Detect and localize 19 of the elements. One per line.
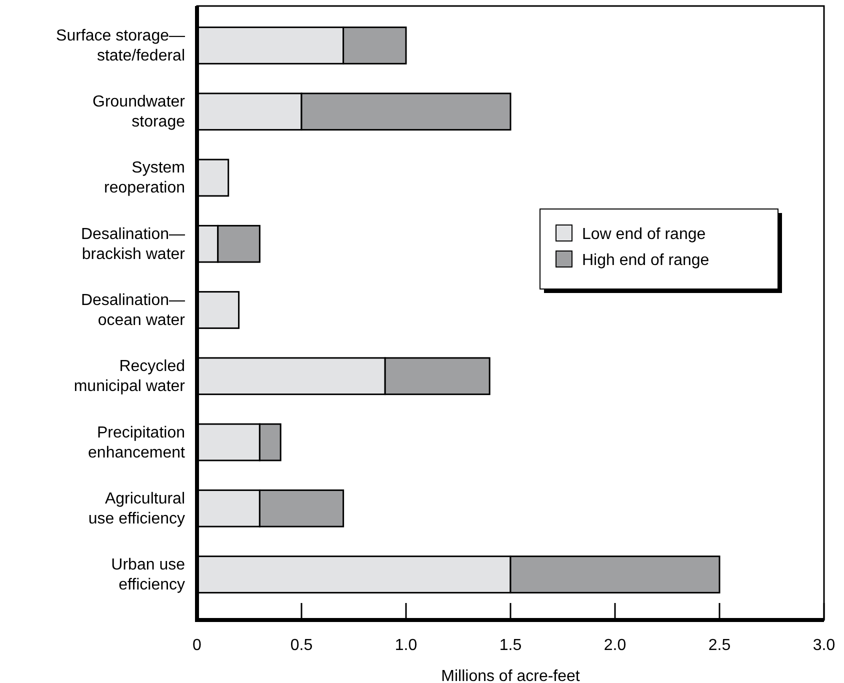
y-tick-label: Surface storage— state/federal	[56, 27, 185, 64]
x-tick-label: 0.5	[290, 637, 313, 654]
x-tick-label: 2.0	[604, 637, 626, 654]
y-tick-label: Urban use efficiency	[111, 556, 186, 594]
legend-label: High end of range	[582, 252, 710, 269]
legend-label: Low end of range	[582, 226, 706, 243]
x-tick-label: 2.5	[708, 637, 731, 654]
x-tick-label: 0	[192, 637, 202, 654]
y-tick-label: Groundwater storage	[92, 94, 186, 131]
y-tick-label: Agricultural use efficiency	[88, 490, 185, 528]
y-tick-label: Desalination— brackish water	[80, 226, 186, 263]
y-tick-label: System reoperation	[104, 160, 185, 197]
y-tick-label: Desalination— ocean water	[80, 292, 186, 329]
y-tick-label: Precipitation enhancement	[88, 424, 186, 462]
x-tick-label: 3.0	[812, 637, 836, 654]
x-axis-title: Millions of acre-feet	[441, 668, 580, 683]
y-tick-label: Recycled municipal water	[74, 358, 186, 396]
x-tick-label: 1.0	[394, 637, 418, 654]
x-tick-label: 1.5	[499, 637, 522, 654]
